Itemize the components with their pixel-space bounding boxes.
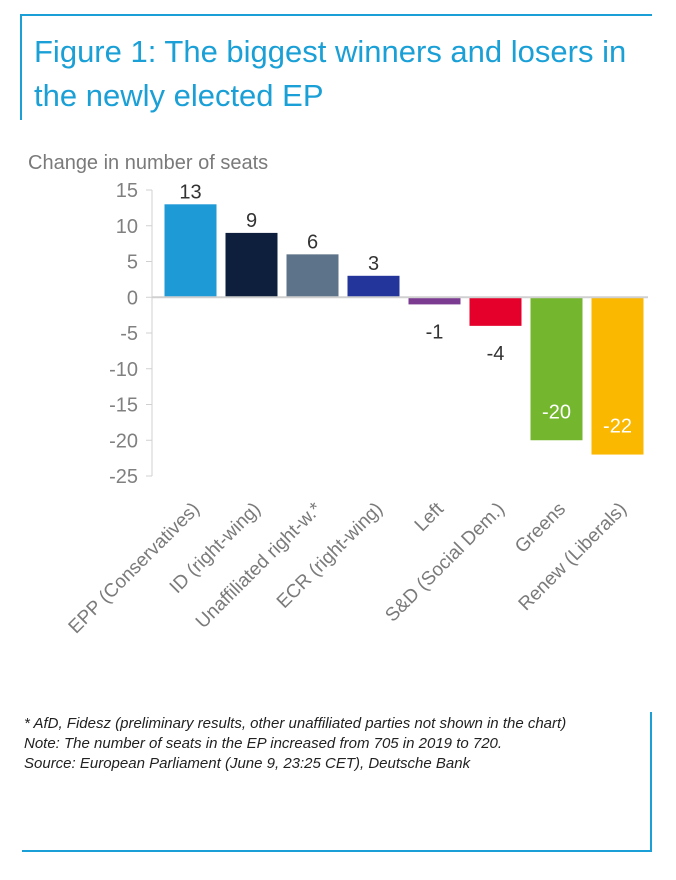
bar [469, 297, 522, 326]
data-label: 9 [246, 210, 257, 232]
frame-bottom-border [22, 850, 652, 852]
bar [164, 204, 217, 298]
y-tick-label: 10 [116, 216, 138, 238]
frame-right-border [650, 712, 652, 850]
chart-notes: * AfD, Fidesz (preliminary results, othe… [24, 714, 634, 774]
data-label: 3 [368, 253, 379, 275]
bar [408, 297, 461, 305]
y-axis-label: Change in number of seats [28, 152, 269, 174]
y-tick-label: 5 [127, 252, 138, 274]
data-label: 13 [179, 181, 201, 203]
category-label: ECR (right-wing) [273, 499, 387, 613]
data-label: -22 [603, 416, 632, 438]
bar [530, 297, 583, 441]
data-label: 6 [307, 231, 318, 253]
data-label: -20 [542, 401, 571, 423]
category-label: S&D (Social Dem.) [381, 499, 509, 627]
category-label: Greens [511, 499, 570, 558]
bar [347, 275, 400, 298]
y-tick-label: -20 [109, 430, 138, 452]
data-label: -4 [487, 343, 505, 365]
footnote-unaffiliated: * AfD, Fidesz (preliminary results, othe… [24, 715, 567, 732]
y-tick-label: 0 [127, 287, 138, 309]
category-label: Left [411, 498, 449, 536]
y-tick-label: -15 [109, 395, 138, 417]
frame-top-border [22, 14, 652, 16]
y-tick-label: -5 [120, 323, 138, 345]
y-tick-label: -25 [109, 466, 138, 488]
bar [591, 297, 644, 455]
chart-title: Figure 1: The biggest winners and losers… [34, 34, 627, 113]
footnote-seat-increase: Note: The number of seats in the EP incr… [24, 735, 503, 752]
bar [286, 254, 339, 298]
category-label: Renew (Liberals) [515, 499, 631, 615]
bar [225, 232, 278, 298]
frame-left-border [20, 14, 22, 120]
y-tick-label: 15 [116, 180, 138, 202]
y-tick-label: -10 [109, 359, 138, 381]
footnote-source: Source: European Parliament (June 9, 23:… [24, 755, 471, 772]
data-label: -1 [426, 321, 444, 343]
